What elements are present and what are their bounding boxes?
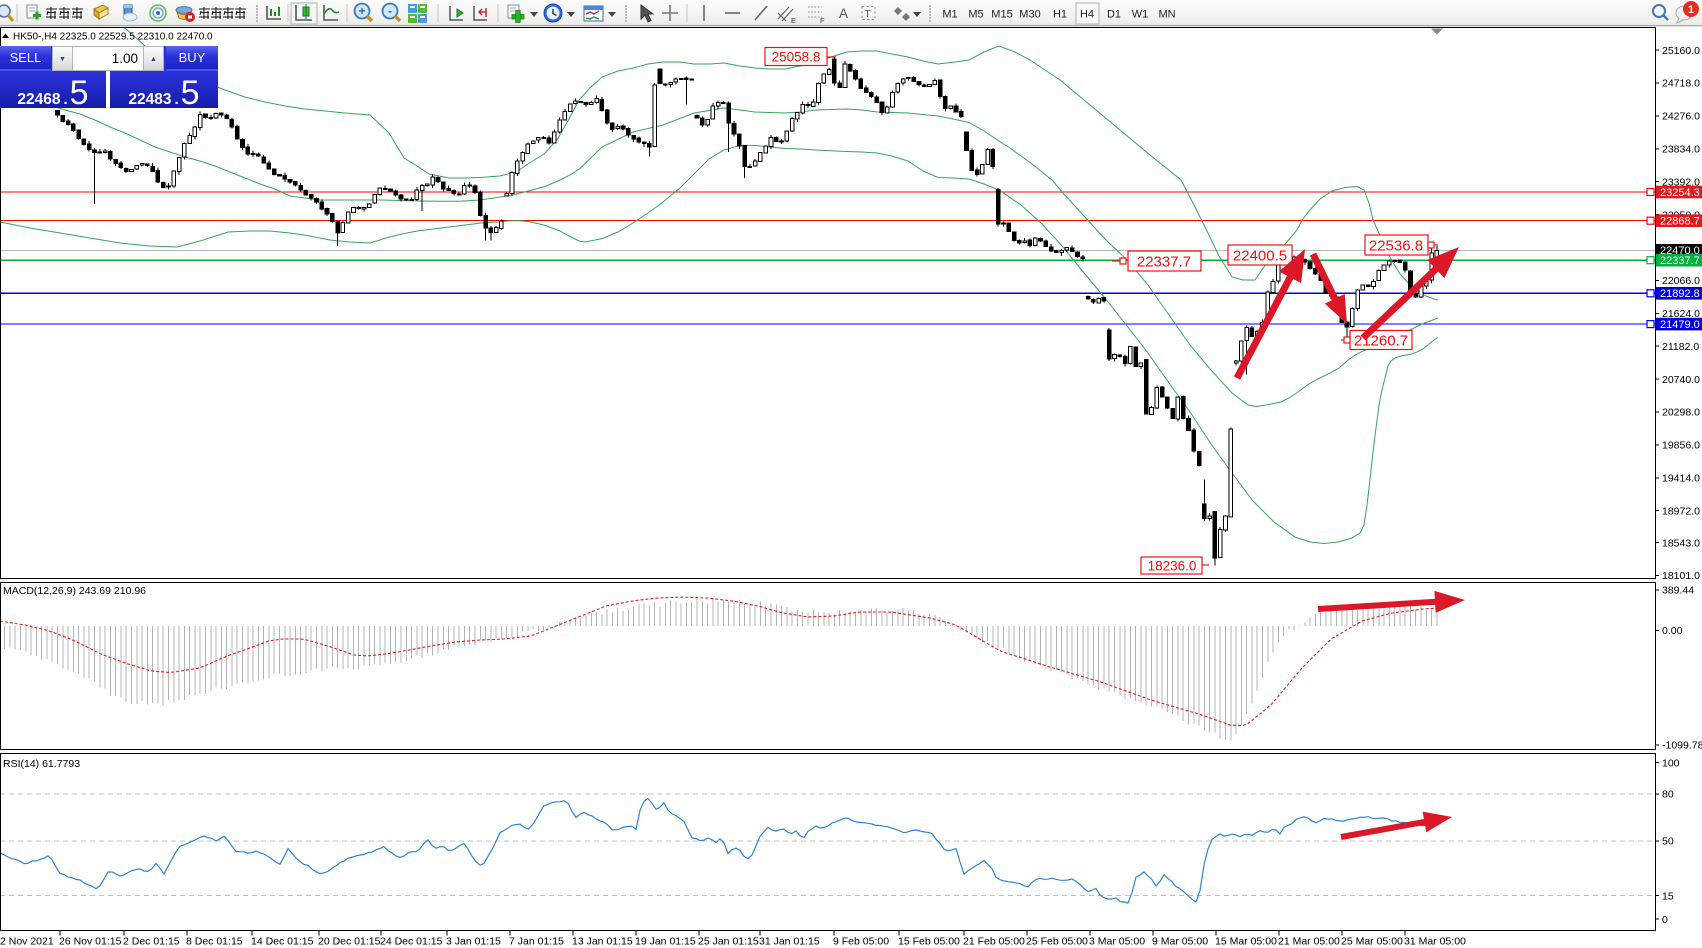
svg-text:19414.0: 19414.0: [1662, 473, 1700, 485]
svg-text:15: 15: [1662, 890, 1674, 902]
svg-text:23834.0: 23834.0: [1662, 144, 1700, 156]
svg-text:25 Jan 01:15: 25 Jan 01:15: [698, 936, 759, 948]
svg-text:20298.0: 20298.0: [1662, 407, 1700, 419]
svg-text:50: 50: [1662, 836, 1674, 848]
svg-text:E: E: [791, 16, 796, 25]
svg-text:1: 1: [1688, 4, 1694, 16]
svg-text:8 Dec 01:15: 8 Dec 01:15: [186, 936, 243, 948]
svg-text:3 Mar 05:00: 3 Mar 05:00: [1089, 936, 1145, 948]
svg-text:-: -: [388, 4, 392, 18]
svg-text:7 Jan 01:15: 7 Jan 01:15: [509, 936, 564, 948]
svg-text:21892.8: 21892.8: [1660, 288, 1700, 300]
svg-text:22536.8: 22536.8: [1369, 237, 1423, 254]
svg-text:HK50-,H4 22325.0 22529.5 2231: HK50-,H4 22325.0 22529.5 22310.0 22470.0: [13, 32, 213, 43]
svg-text:24718.0: 24718.0: [1662, 78, 1700, 90]
svg-text:-1099.78: -1099.78: [1662, 740, 1702, 752]
svg-text:21479.0: 21479.0: [1660, 319, 1700, 331]
svg-text:M30: M30: [1019, 9, 1040, 21]
svg-text:0.00: 0.00: [1662, 625, 1683, 637]
svg-text:19856.0: 19856.0: [1662, 440, 1700, 452]
svg-text:9 Mar 05:00: 9 Mar 05:00: [1152, 936, 1208, 948]
svg-text:13 Jan 01:15: 13 Jan 01:15: [572, 936, 633, 948]
svg-text:389.44: 389.44: [1662, 585, 1694, 597]
svg-text:RSI(14) 61.7793: RSI(14) 61.7793: [3, 758, 80, 770]
svg-text:20 Dec 01:15: 20 Dec 01:15: [318, 936, 381, 948]
svg-text:22337.7: 22337.7: [1137, 253, 1191, 270]
svg-text:W1: W1: [1132, 9, 1149, 21]
svg-text:100: 100: [1662, 757, 1680, 769]
svg-text:22066.0: 22066.0: [1662, 275, 1700, 287]
svg-text:18101.0: 18101.0: [1662, 570, 1700, 582]
svg-text:15 Mar 05:00: 15 Mar 05:00: [1215, 936, 1277, 948]
svg-text:25 Mar 05:00: 25 Mar 05:00: [1341, 936, 1403, 948]
svg-text:21 Mar 05:00: 21 Mar 05:00: [1278, 936, 1340, 948]
svg-text:T: T: [865, 9, 871, 20]
svg-text:H1: H1: [1053, 9, 1067, 21]
svg-text:25160.0: 25160.0: [1662, 45, 1700, 57]
svg-text:26 Nov 01:15: 26 Nov 01:15: [59, 936, 122, 948]
svg-text:MN: MN: [1158, 9, 1175, 21]
svg-text:M5: M5: [968, 9, 983, 21]
svg-text:31 Jan 01:15: 31 Jan 01:15: [759, 936, 820, 948]
svg-text:19 Jan 01:15: 19 Jan 01:15: [635, 936, 696, 948]
svg-text:0: 0: [1662, 914, 1668, 926]
svg-text:31 Mar 05:00: 31 Mar 05:00: [1404, 936, 1466, 948]
svg-text:25 Feb 05:00: 25 Feb 05:00: [1026, 936, 1088, 948]
svg-text:14 Dec 01:15: 14 Dec 01:15: [251, 936, 314, 948]
svg-text:20740.0: 20740.0: [1662, 374, 1700, 386]
svg-text:23254.3: 23254.3: [1660, 187, 1700, 199]
svg-text:22400.5: 22400.5: [1233, 247, 1287, 264]
svg-text:2 Nov 2021: 2 Nov 2021: [0, 936, 54, 948]
svg-text:18543.0: 18543.0: [1662, 537, 1700, 549]
svg-text:18972.0: 18972.0: [1662, 505, 1700, 517]
svg-text:2 Dec 01:15: 2 Dec 01:15: [123, 936, 180, 948]
svg-text:F: F: [820, 16, 825, 25]
svg-text:80: 80: [1662, 789, 1674, 801]
svg-text:MACD(12,26,9) 243.69 210.96: MACD(12,26,9) 243.69 210.96: [3, 585, 146, 597]
svg-text:23392.0: 23392.0: [1662, 176, 1700, 188]
svg-text:21624.0: 21624.0: [1662, 308, 1700, 320]
svg-text:22337.7: 22337.7: [1660, 255, 1700, 267]
svg-text:21 Feb 05:00: 21 Feb 05:00: [963, 936, 1025, 948]
svg-text:A: A: [839, 6, 848, 21]
svg-text:24276.0: 24276.0: [1662, 111, 1700, 123]
svg-text:H4: H4: [1080, 9, 1094, 21]
svg-text:3 Jan 01:15: 3 Jan 01:15: [446, 936, 501, 948]
svg-text:21182.0: 21182.0: [1662, 341, 1699, 353]
svg-text:M15: M15: [991, 9, 1012, 21]
svg-text:18236.0: 18236.0: [1148, 558, 1197, 573]
svg-text:15 Feb 05:00: 15 Feb 05:00: [898, 936, 960, 948]
svg-text:D1: D1: [1107, 9, 1121, 21]
svg-text:22868.7: 22868.7: [1660, 216, 1700, 228]
svg-text:25058.8: 25058.8: [772, 49, 821, 64]
svg-text:M1: M1: [942, 9, 957, 21]
svg-text:24 Dec 01:15: 24 Dec 01:15: [380, 936, 443, 948]
svg-text:+: +: [358, 4, 365, 18]
svg-text:9 Feb 05:00: 9 Feb 05:00: [833, 936, 889, 948]
